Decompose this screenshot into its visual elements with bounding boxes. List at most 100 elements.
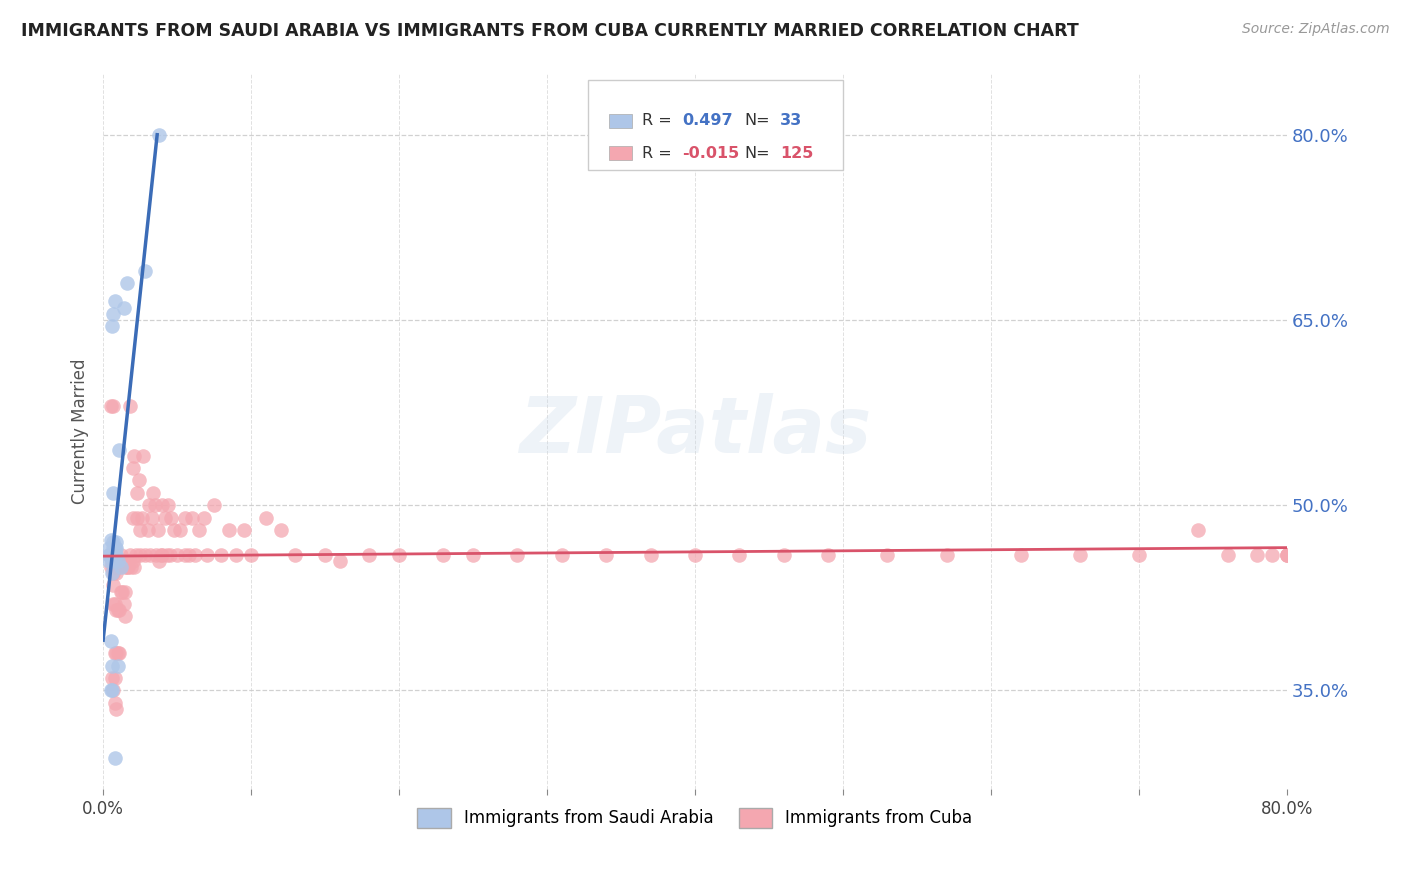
Point	[146, 523, 169, 537]
Point	[101, 554, 124, 568]
Point	[101, 658, 124, 673]
Point	[127, 510, 149, 524]
Point	[108, 646, 131, 660]
Point	[169, 523, 191, 537]
Point	[150, 498, 173, 512]
Point	[132, 449, 155, 463]
Point	[202, 498, 225, 512]
Point	[129, 548, 152, 562]
Point	[1216, 548, 1239, 562]
Point	[98, 541, 121, 556]
Point	[388, 548, 411, 562]
Point	[104, 671, 127, 685]
Point	[134, 548, 156, 562]
Y-axis label: Currently Married: Currently Married	[72, 359, 89, 504]
Point	[110, 584, 132, 599]
Point	[104, 597, 127, 611]
Point	[101, 683, 124, 698]
Text: IMMIGRANTS FROM SAUDI ARABIA VS IMMIGRANTS FROM CUBA CURRENTLY MARRIED CORRELATI: IMMIGRANTS FROM SAUDI ARABIA VS IMMIGRAN…	[21, 22, 1078, 40]
Point	[148, 128, 170, 142]
Point	[1275, 548, 1298, 562]
Point	[101, 319, 124, 334]
Point	[131, 510, 153, 524]
Point	[100, 683, 122, 698]
Point	[103, 578, 125, 592]
Point	[112, 554, 135, 568]
Point	[143, 498, 166, 512]
Point	[129, 523, 152, 537]
Point	[118, 548, 141, 562]
Point	[100, 634, 122, 648]
Text: ZIPatlas: ZIPatlas	[519, 393, 872, 469]
Point	[683, 548, 706, 562]
Point	[100, 548, 122, 562]
Point	[108, 603, 131, 617]
Text: -0.015: -0.015	[682, 145, 740, 161]
Point	[359, 548, 381, 562]
Point	[138, 498, 160, 512]
Point	[104, 696, 127, 710]
Point	[101, 671, 124, 685]
Point	[105, 646, 128, 660]
Point	[104, 560, 127, 574]
Text: Source: ZipAtlas.com: Source: ZipAtlas.com	[1241, 22, 1389, 37]
Point	[211, 548, 233, 562]
Point	[232, 523, 254, 537]
Point	[432, 548, 454, 562]
Point	[115, 276, 138, 290]
Point	[173, 510, 195, 524]
Point	[107, 658, 129, 673]
Point	[101, 548, 124, 562]
Point	[104, 548, 127, 562]
Point	[461, 548, 484, 562]
Point	[110, 560, 132, 574]
Point	[103, 683, 125, 698]
Point	[193, 510, 215, 524]
Point	[188, 523, 211, 537]
Point	[157, 498, 180, 512]
Point	[103, 541, 125, 556]
Point	[108, 442, 131, 457]
Text: N=: N=	[745, 145, 770, 161]
Point	[111, 584, 134, 599]
Point	[772, 548, 794, 562]
Point	[163, 523, 186, 537]
Point	[1187, 523, 1209, 537]
Point	[145, 548, 167, 562]
Point	[111, 554, 134, 568]
Point	[103, 560, 125, 574]
Point	[177, 548, 200, 562]
Point	[640, 548, 662, 562]
Point	[136, 523, 159, 537]
Text: R =: R =	[641, 145, 676, 161]
Point	[112, 301, 135, 315]
Point	[98, 548, 121, 562]
Point	[117, 554, 139, 568]
Point	[114, 584, 136, 599]
Point	[284, 548, 307, 562]
Point	[1128, 548, 1150, 562]
Point	[142, 486, 165, 500]
Point	[115, 560, 138, 574]
Point	[1275, 548, 1298, 562]
Point	[100, 400, 122, 414]
Text: R =: R =	[641, 113, 676, 128]
Point	[121, 461, 143, 475]
Point	[103, 486, 125, 500]
Point	[104, 646, 127, 660]
Point	[148, 554, 170, 568]
Point	[103, 307, 125, 321]
Point	[120, 560, 142, 574]
Point	[98, 548, 121, 562]
Text: 0.497: 0.497	[682, 113, 733, 128]
Point	[166, 548, 188, 562]
Point	[254, 510, 277, 524]
Point	[125, 548, 148, 562]
Point	[184, 548, 207, 562]
Point	[103, 400, 125, 414]
Point	[314, 548, 336, 562]
Point	[817, 548, 839, 562]
Point	[104, 751, 127, 765]
Point	[105, 554, 128, 568]
Point	[1275, 548, 1298, 562]
